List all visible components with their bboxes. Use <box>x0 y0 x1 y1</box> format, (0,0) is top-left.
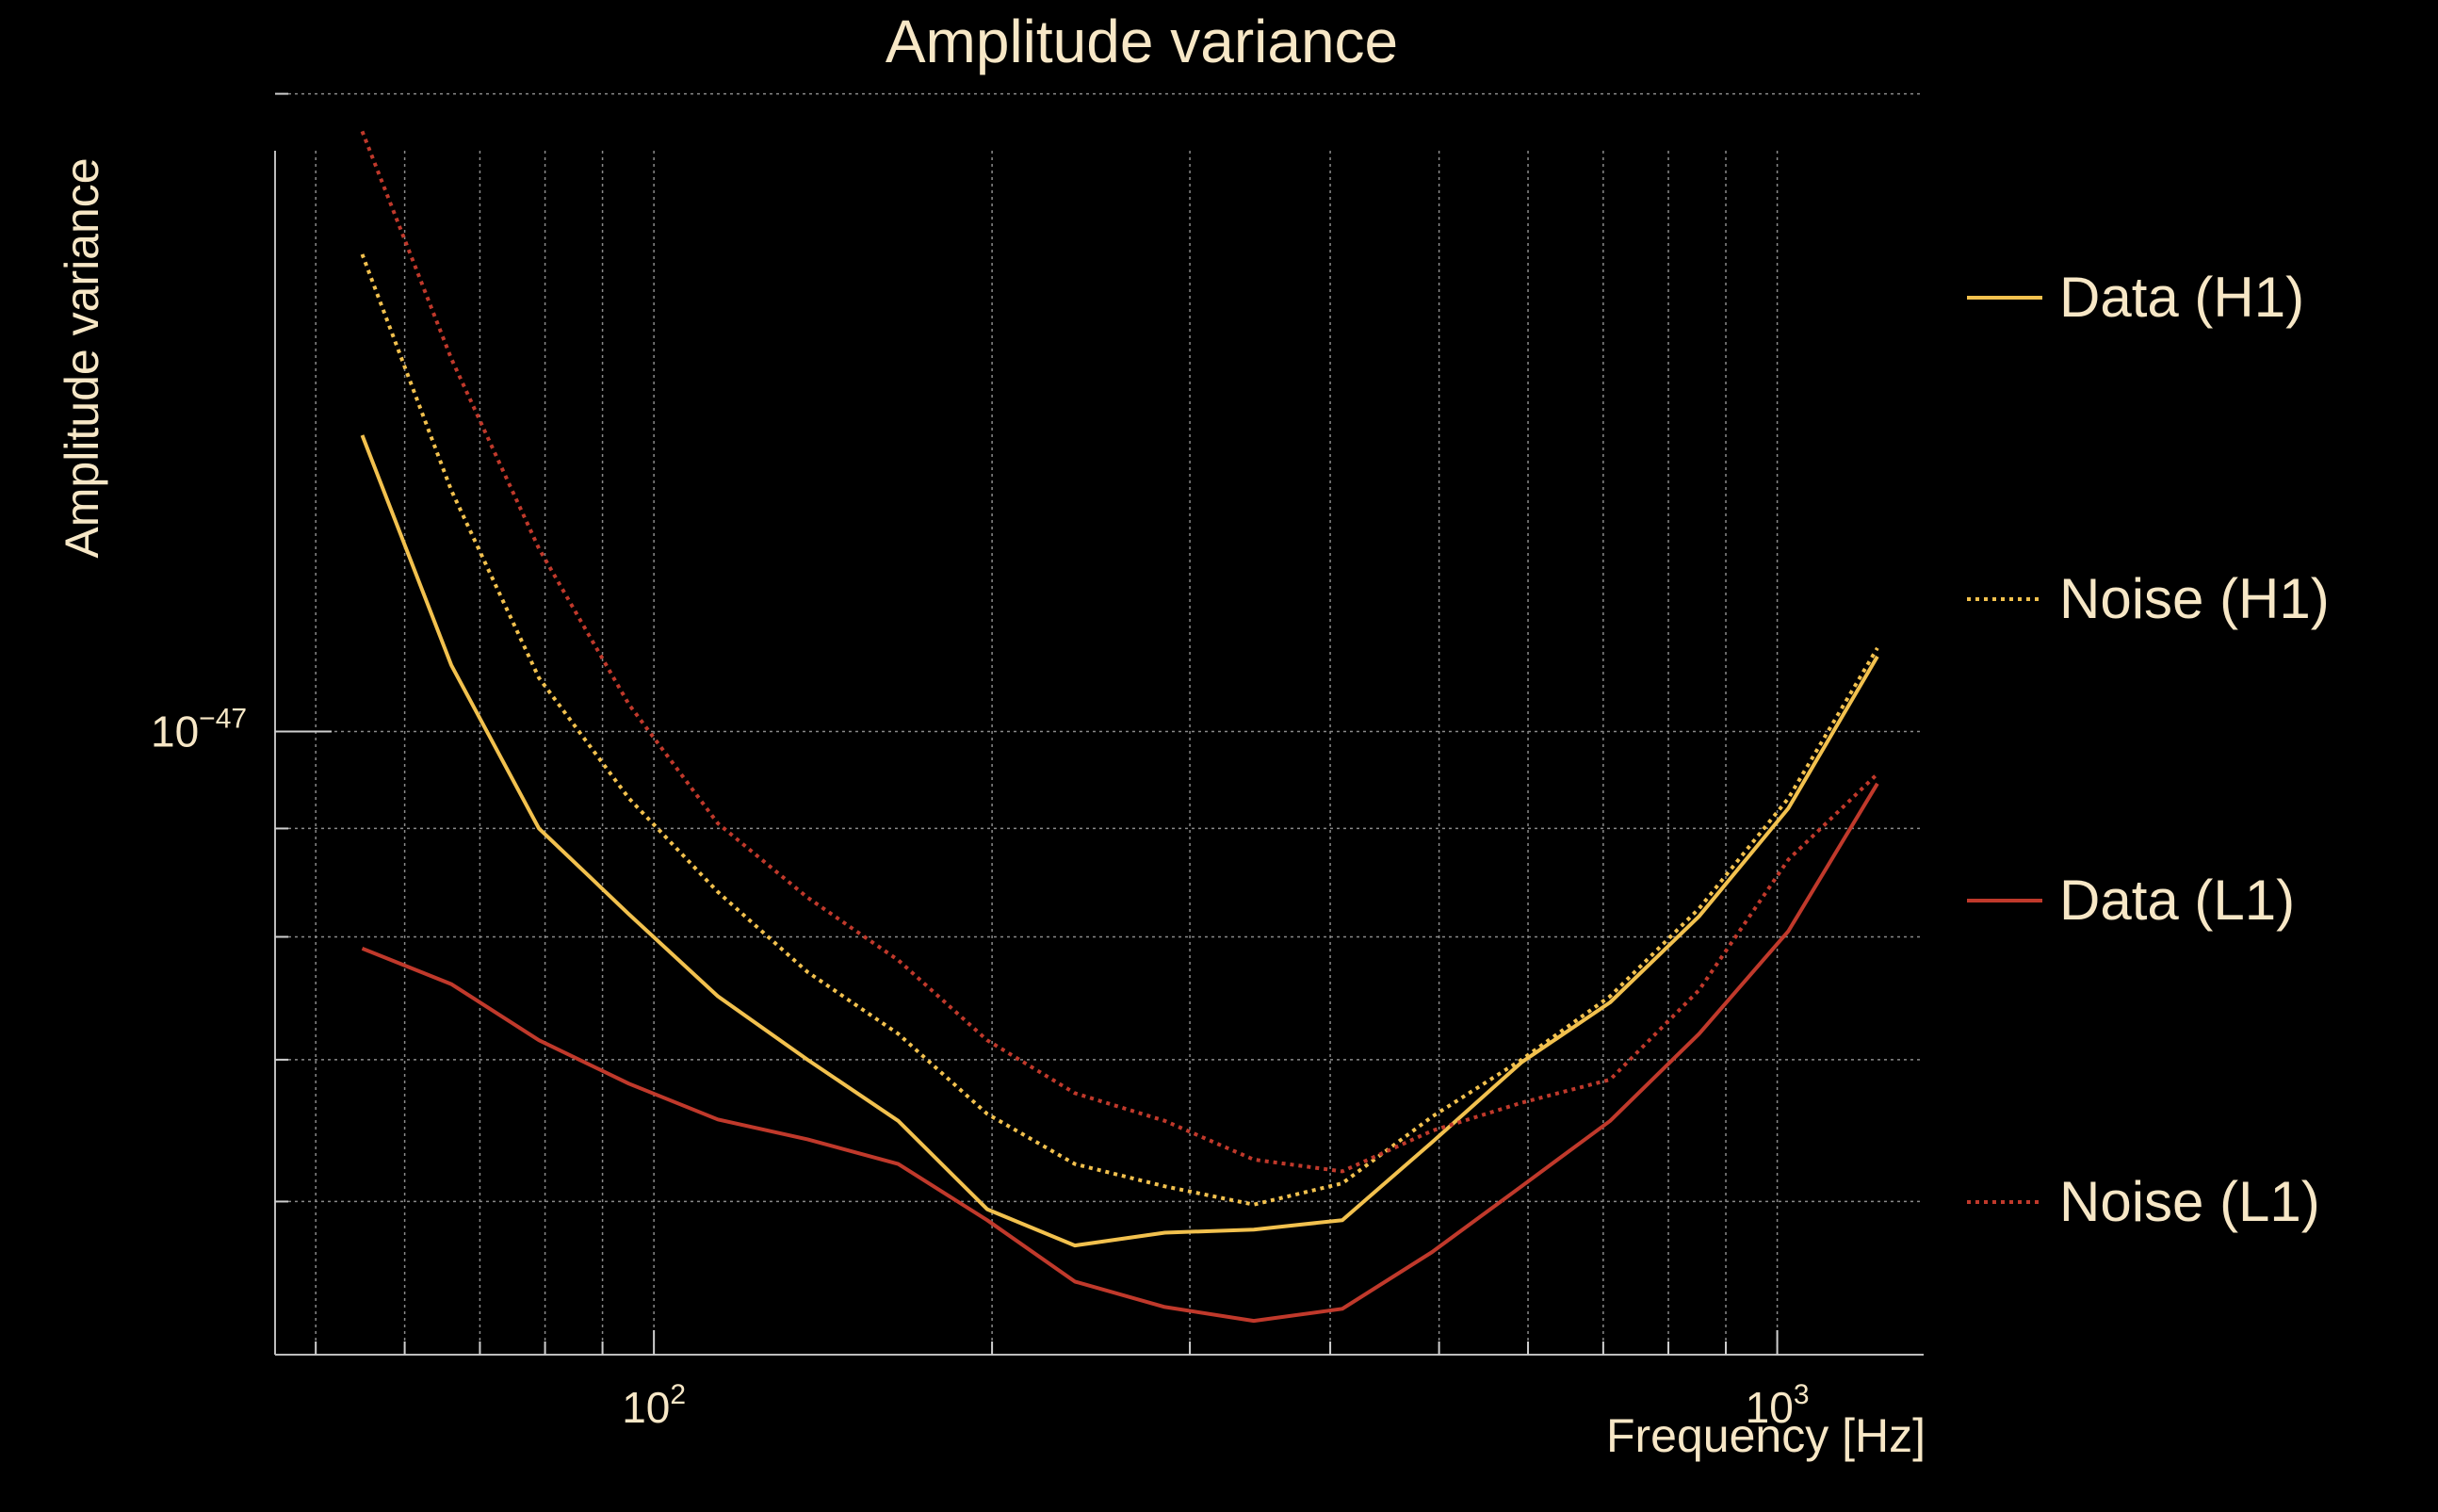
legend-item-1: Data (H1) <box>1967 266 2304 329</box>
chart-title: Amplitude variance <box>886 8 1398 75</box>
x-tick-label: 103 <box>1746 1379 1810 1432</box>
series-line-3 <box>361 782 1879 1324</box>
legend-label: Data (L1) <box>2059 869 2295 932</box>
grid <box>275 92 1924 1355</box>
legend-label: Data (H1) <box>2059 266 2304 329</box>
legend-item-2: Noise (H1) <box>1967 567 2330 630</box>
series-line-4 <box>360 130 1879 1174</box>
axes <box>274 92 1924 1356</box>
tick-labels: 102 103 10−47 <box>151 704 1810 1432</box>
series-lines <box>360 130 1879 1324</box>
x-axis-label: Frequency [Hz] <box>1606 1409 1926 1462</box>
legend: Data (H1) Noise (H1) Data (L1) Noise (L1) <box>1967 266 2330 1233</box>
y-tick-label: 10−47 <box>151 704 247 756</box>
y-axis-label: Amplitude variance <box>56 157 108 558</box>
x-tick-label: 102 <box>622 1379 686 1432</box>
legend-item-3: Data (L1) <box>1967 869 2295 932</box>
legend-item-4: Noise (L1) <box>1967 1170 2320 1233</box>
series-line-1 <box>360 434 1879 1248</box>
legend-label: Noise (H1) <box>2059 567 2330 630</box>
legend-label: Noise (L1) <box>2059 1170 2320 1233</box>
